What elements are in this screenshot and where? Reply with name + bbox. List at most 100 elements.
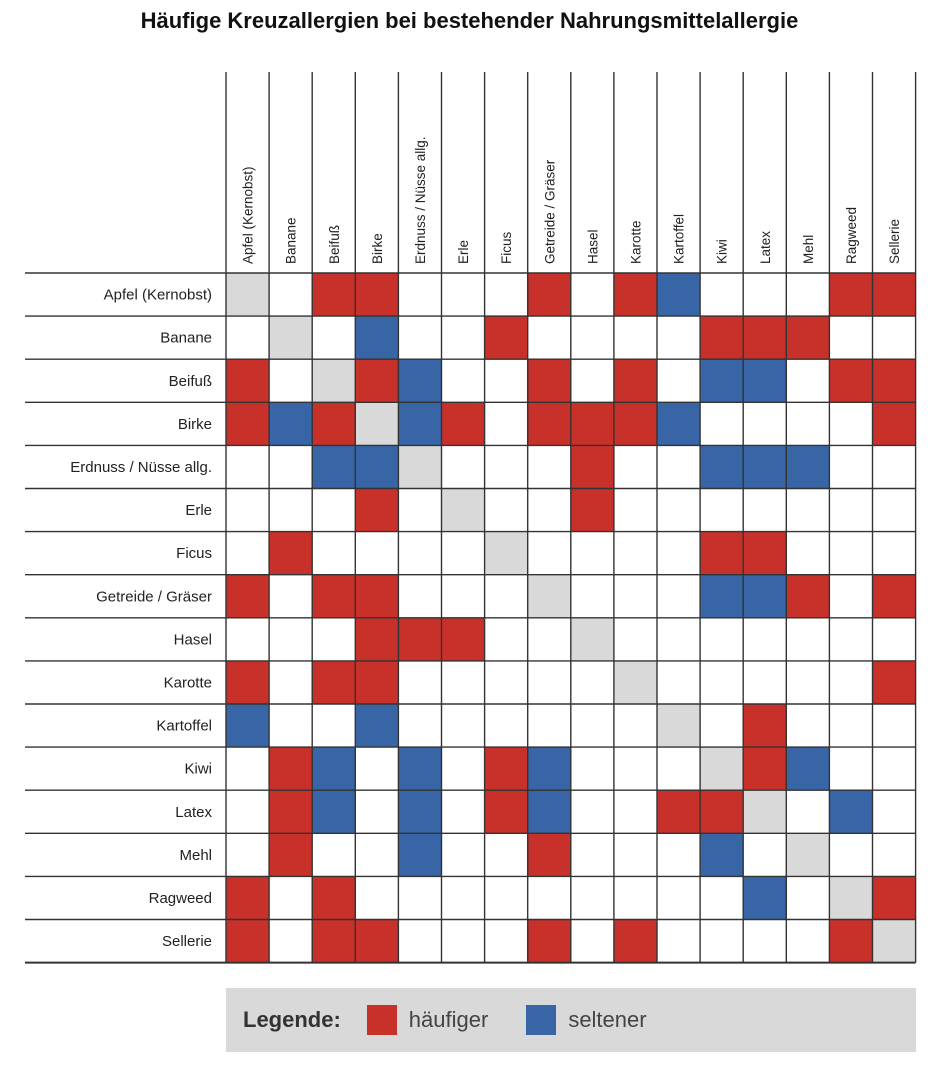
heatmap-cell-4-2 (312, 445, 356, 489)
column-label-9: Karotte (628, 220, 643, 264)
heatmap-cell-0-10 (657, 273, 701, 317)
row-label-15: Sellerie (162, 933, 212, 950)
heatmap-cell-7-7 (527, 574, 571, 618)
heatmap-cell-12-4 (398, 790, 442, 834)
heatmap-cell-8-8 (570, 617, 614, 661)
heatmap-cell-9-15 (872, 660, 916, 704)
heatmap-cell-3-0 (226, 402, 270, 446)
heatmap-cell-8-3 (355, 617, 399, 661)
heatmap-cell-0-7 (527, 273, 571, 317)
heatmap-cell-2-0 (226, 359, 270, 403)
heatmap-cell-14-0 (226, 876, 270, 920)
legend-swatch-seltener (526, 1005, 557, 1035)
heatmap-cell-1-1 (269, 316, 313, 360)
heatmap-cell-2-3 (355, 359, 399, 403)
heatmap-cell-6-6 (484, 531, 528, 575)
heatmap-cell-15-9 (613, 919, 657, 963)
column-label-15: Sellerie (887, 219, 902, 264)
column-label-0: Apfel (Kernobst) (241, 166, 256, 264)
heatmap-cell-3-1 (269, 402, 313, 446)
heatmap-cell-7-0 (226, 574, 270, 618)
heatmap-cell-6-1 (269, 531, 313, 575)
row-label-7: Getreide / Gräser (96, 588, 212, 605)
heatmap-cell-2-12 (743, 359, 787, 403)
heatmap-cell-0-15 (872, 273, 916, 317)
heatmap-cell-3-10 (657, 402, 701, 446)
heatmap-cell-12-10 (657, 790, 701, 834)
column-label-11: Kiwi (715, 239, 730, 264)
column-label-14: Ragweed (844, 207, 859, 264)
row-label-14: Ragweed (149, 890, 212, 907)
heatmap-cell-5-5 (441, 488, 485, 532)
column-label-5: Erle (456, 240, 471, 264)
heatmap-cell-2-7 (527, 359, 571, 403)
heatmap-cell-7-13 (786, 574, 830, 618)
heatmap-cell-3-4 (398, 402, 442, 446)
heatmap-cell-9-2 (312, 660, 356, 704)
row-label-5: Erle (185, 502, 212, 519)
heatmap-cell-1-3 (355, 316, 399, 360)
heatmap-cell-13-11 (700, 833, 744, 877)
heatmap-cell-3-5 (441, 402, 485, 446)
heatmap-cell-12-2 (312, 790, 356, 834)
column-label-12: Latex (758, 231, 773, 264)
heatmap-cell-14-2 (312, 876, 356, 920)
heatmap-cell-3-3 (355, 402, 399, 446)
heatmap-cell-11-1 (269, 747, 313, 791)
heatmap-cell-4-3 (355, 445, 399, 489)
heatmap-cell-2-15 (872, 359, 916, 403)
column-label-8: Hasel (585, 229, 600, 264)
heatmap-cell-13-13 (786, 833, 830, 877)
heatmap-cell-1-13 (786, 316, 830, 360)
row-label-10: Kartoffel (156, 718, 212, 735)
heatmap-cell-13-4 (398, 833, 442, 877)
heatmap-cell-11-13 (786, 747, 830, 791)
heatmap-cell-4-13 (786, 445, 830, 489)
heatmap-cell-15-15 (872, 919, 916, 963)
heatmap-cell-4-11 (700, 445, 744, 489)
heatmap-cell-3-2 (312, 402, 356, 446)
row-label-12: Latex (175, 804, 212, 821)
heatmap-cell-4-12 (743, 445, 787, 489)
heatmap-cell-7-12 (743, 574, 787, 618)
column-label-4: Erdnuss / Nüsse allg. (413, 136, 428, 264)
legend-title: Legende: (243, 1007, 341, 1032)
heatmap-cell-3-9 (613, 402, 657, 446)
heatmap-cell-13-7 (527, 833, 571, 877)
heatmap-cell-2-4 (398, 359, 442, 403)
row-label-0: Apfel (Kernobst) (104, 287, 212, 304)
chart-title: Häufige Kreuzallergien bei bestehender N… (140, 8, 799, 33)
heatmap-cell-9-3 (355, 660, 399, 704)
heatmap-cell-10-3 (355, 704, 399, 748)
column-label-10: Kartoffel (672, 214, 687, 264)
heatmap-cell-2-9 (613, 359, 657, 403)
row-label-11: Kiwi (184, 761, 212, 778)
heatmap-cell-14-15 (872, 876, 916, 920)
heatmap-cell-9-0 (226, 660, 270, 704)
heatmap-cell-7-2 (312, 574, 356, 618)
heatmap-cell-0-9 (613, 273, 657, 317)
heatmap-cell-4-8 (570, 445, 614, 489)
heatmap-cell-14-12 (743, 876, 787, 920)
heatmap-cell-3-7 (527, 402, 571, 446)
heatmap-cell-5-3 (355, 488, 399, 532)
heatmap-cell-15-3 (355, 919, 399, 963)
heatmap-cell-12-12 (743, 790, 787, 834)
heatmap-cell-12-11 (700, 790, 744, 834)
heatmap-cell-5-8 (570, 488, 614, 532)
heatmap-cell-0-3 (355, 273, 399, 317)
heatmap-cell-12-6 (484, 790, 528, 834)
heatmap-cell-3-15 (872, 402, 916, 446)
heatmap-cell-1-6 (484, 316, 528, 360)
row-label-13: Mehl (179, 847, 212, 864)
heatmap-cell-10-12 (743, 704, 787, 748)
heatmap-cell-12-7 (527, 790, 571, 834)
heatmap-cell-11-4 (398, 747, 442, 791)
row-label-8: Hasel (174, 631, 212, 648)
heatmap-cell-0-0 (226, 273, 270, 317)
heatmap-cell-7-15 (872, 574, 916, 618)
heatmap-cell-14-14 (829, 876, 873, 920)
heatmap-cell-11-2 (312, 747, 356, 791)
heatmap-cell-11-6 (484, 747, 528, 791)
row-label-1: Banane (160, 330, 212, 347)
